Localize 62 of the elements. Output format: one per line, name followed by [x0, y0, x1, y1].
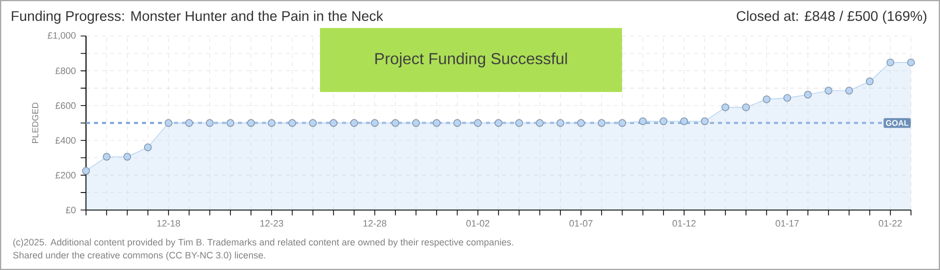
point [474, 119, 482, 127]
point [268, 119, 276, 127]
x-tick-label: 01-22 [878, 220, 902, 227]
annotation: Project Funding Successful [375, 52, 567, 68]
point [247, 119, 255, 127]
point [907, 58, 915, 66]
chart-title: Funding Progress: Monster Hunter and the Pain in the Neck [12, 10, 384, 24]
point [700, 117, 709, 126]
x-tick-label: 01-12 [672, 220, 696, 227]
point [309, 119, 317, 127]
y-tick-label: £1,000 [48, 32, 76, 40]
x-tick-label: 12-28 [364, 220, 386, 227]
point [742, 103, 750, 112]
point [680, 117, 688, 126]
point [577, 119, 585, 127]
point [515, 119, 523, 127]
point [82, 166, 90, 175]
point [144, 143, 152, 152]
point [618, 119, 626, 127]
y-tick-label: £600 [55, 102, 76, 109]
text: (c)2025. Additional content provided by Tim B. Trademarks and related content are owned by their respective companies. [13, 238, 514, 248]
x-tick-label: 12-23 [260, 220, 284, 227]
point [804, 90, 812, 98]
point [722, 103, 730, 112]
text: Shared under the creative commons (CC BY-NC 3.0) license. [13, 252, 266, 260]
x-tick-label: 01-17 [776, 220, 799, 227]
point [164, 119, 172, 127]
point [824, 86, 832, 94]
point [432, 119, 440, 127]
point [845, 86, 853, 94]
point [330, 119, 338, 127]
x-tick-label: 12-18 [157, 220, 180, 227]
x-tick-label: 01-02 [466, 220, 490, 227]
point [185, 119, 194, 127]
point [206, 119, 214, 127]
point [598, 119, 606, 127]
ref-line-label: GOAL [886, 120, 908, 126]
point [392, 119, 400, 127]
point [226, 119, 234, 127]
y-tick-label: £400 [55, 137, 76, 144]
y-tick-label: £0 [66, 206, 76, 214]
point [866, 78, 874, 86]
point [783, 94, 792, 102]
point [412, 119, 420, 127]
point [660, 117, 668, 126]
y-tick-label: £800 [55, 68, 76, 74]
point [350, 119, 358, 127]
point [556, 119, 564, 127]
y-axis-title: PLEDGED [32, 102, 38, 143]
x-tick-label: 01-07 [569, 220, 592, 227]
point [494, 119, 502, 127]
point [453, 119, 462, 127]
point [762, 95, 770, 104]
chart-subtitle: Closed at: £848 / £500 (169%) [736, 10, 926, 24]
point [123, 152, 132, 161]
point [288, 119, 296, 127]
y-tick-label: £200 [55, 172, 76, 178]
point [102, 152, 111, 161]
point [886, 58, 894, 66]
point [536, 119, 544, 127]
point [370, 119, 379, 127]
point [639, 117, 647, 126]
